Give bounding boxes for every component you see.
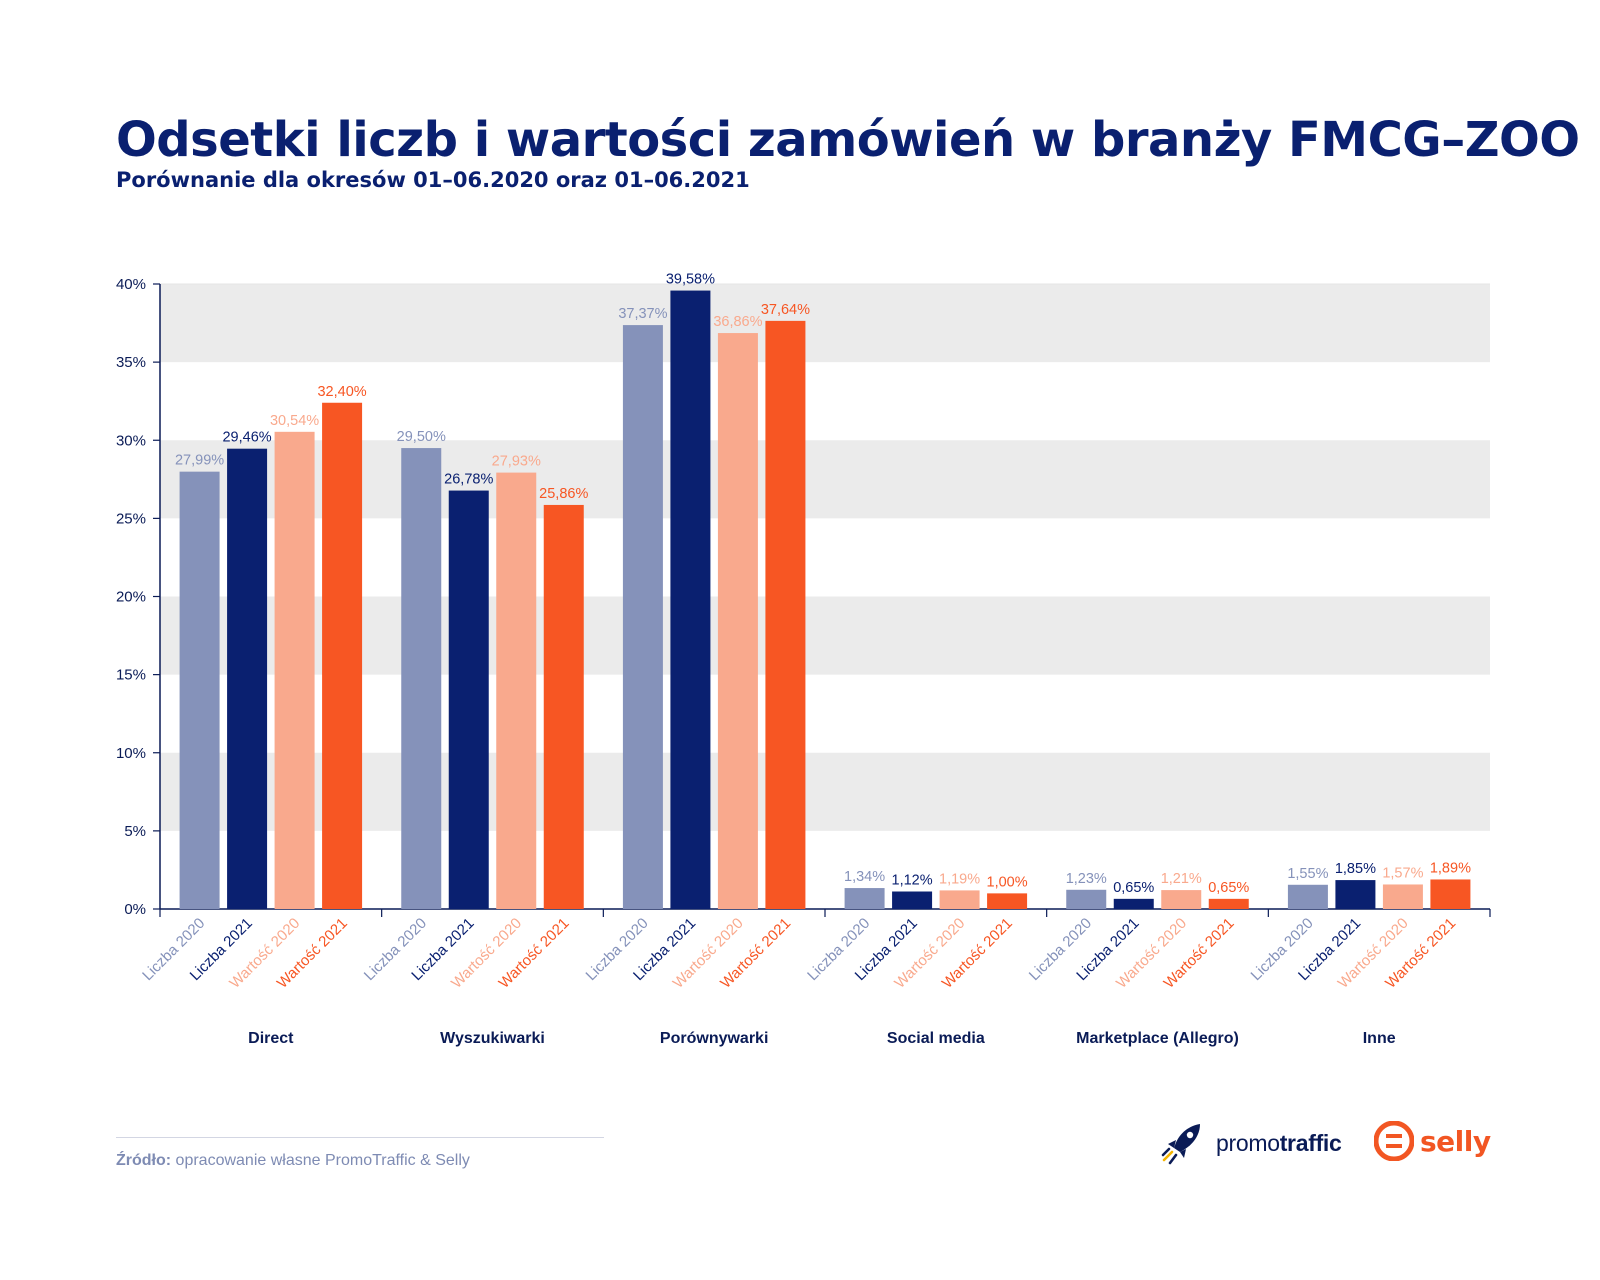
bar-value-label: 37,64% bbox=[761, 302, 810, 318]
bar-value-label: 25,86% bbox=[539, 486, 588, 502]
y-tick-label: 10% bbox=[116, 745, 146, 762]
bar-value-label: 1,34% bbox=[844, 869, 885, 885]
bar-value-label: 37,37% bbox=[618, 306, 667, 322]
bar bbox=[543, 504, 584, 909]
x-category-label: Social media bbox=[887, 1030, 985, 1047]
bar-value-label: 32,40% bbox=[317, 384, 366, 400]
bar bbox=[1382, 884, 1423, 909]
bar bbox=[448, 490, 489, 909]
x-category-label: Direct bbox=[248, 1030, 294, 1047]
y-tick-label: 35% bbox=[116, 354, 146, 371]
selly-badge-icon bbox=[1374, 1121, 1414, 1161]
bar bbox=[227, 448, 268, 909]
bar-value-label: 27,99% bbox=[175, 453, 224, 469]
bar-value-label: 1,23% bbox=[1066, 871, 1107, 887]
bar bbox=[496, 472, 537, 909]
bar-value-label: 30,54% bbox=[270, 413, 319, 429]
promotraffic-wordmark: promotraffic bbox=[1216, 1130, 1342, 1157]
y-tick-label: 40% bbox=[116, 276, 146, 293]
grid-band bbox=[160, 284, 1490, 363]
bar bbox=[717, 333, 758, 909]
rocket-icon bbox=[1161, 1124, 1200, 1165]
source-text: opracowanie własne PromoTraffic & Selly bbox=[171, 1152, 470, 1169]
y-tick-label: 0% bbox=[124, 901, 146, 918]
y-tick-label: 15% bbox=[116, 667, 146, 684]
promotraffic-logo: promotraffic bbox=[1160, 1120, 1342, 1166]
bar bbox=[670, 290, 711, 909]
bar-value-label: 27,93% bbox=[492, 454, 541, 470]
bar bbox=[1208, 898, 1249, 909]
bar bbox=[1335, 880, 1376, 909]
source-label: Źródło: bbox=[116, 1152, 172, 1169]
x-category-label: Inne bbox=[1363, 1030, 1396, 1047]
y-tick-label: 30% bbox=[116, 432, 146, 449]
x-category-label: Marketplace (Allegro) bbox=[1076, 1030, 1239, 1047]
bar bbox=[765, 320, 806, 909]
y-tick-label: 5% bbox=[124, 823, 146, 840]
selly-wordmark: selly bbox=[1420, 1124, 1491, 1158]
bar-value-label: 0,65% bbox=[1208, 880, 1249, 896]
selly-logo: selly bbox=[1374, 1121, 1491, 1161]
bar bbox=[844, 888, 885, 909]
bar-value-label: 29,46% bbox=[222, 430, 271, 446]
bar-value-label: 1,12% bbox=[892, 873, 933, 889]
bar-value-label: 0,65% bbox=[1113, 880, 1154, 896]
grid-band bbox=[160, 752, 1490, 831]
bar-value-label: 39,58% bbox=[666, 272, 715, 288]
bar bbox=[1430, 879, 1471, 909]
bar bbox=[1066, 889, 1107, 909]
bar bbox=[1113, 898, 1154, 909]
x-category-label: Wyszukiwarki bbox=[440, 1030, 545, 1047]
bar bbox=[1161, 890, 1202, 909]
bar-value-label: 1,19% bbox=[939, 871, 980, 887]
bar-value-label: 36,86% bbox=[713, 314, 762, 330]
bar bbox=[401, 448, 442, 909]
source-note: Źródło: opracowanie własne PromoTraffic … bbox=[116, 1152, 470, 1170]
bar bbox=[1287, 884, 1328, 909]
chart-subtitle: Porównanie dla okresów 01–06.2020 oraz 0… bbox=[116, 168, 750, 192]
bar-value-label: 1,00% bbox=[987, 874, 1028, 890]
bar bbox=[179, 471, 220, 909]
bar-value-label: 29,50% bbox=[397, 429, 446, 445]
bar bbox=[987, 893, 1028, 909]
bar-value-label: 26,78% bbox=[444, 472, 493, 488]
promotraffic-word-traffic: traffic bbox=[1279, 1129, 1342, 1156]
grid-band bbox=[160, 440, 1490, 519]
bar bbox=[322, 402, 363, 909]
bar bbox=[892, 891, 933, 909]
y-tick-label: 20% bbox=[116, 589, 146, 606]
bar-value-label: 1,85% bbox=[1335, 861, 1376, 877]
bar-value-label: 1,55% bbox=[1287, 866, 1328, 882]
bar bbox=[939, 890, 980, 909]
bar-chart: 0%5%10%15%20%25%30%35%40%27,99%Liczba 20… bbox=[116, 272, 1491, 1047]
bar-value-label: 1,21% bbox=[1161, 871, 1202, 887]
bar-value-label: 1,89% bbox=[1430, 860, 1471, 876]
bar bbox=[622, 325, 663, 909]
footer-divider bbox=[116, 1137, 604, 1138]
bar bbox=[274, 431, 315, 909]
grid-band bbox=[160, 596, 1490, 675]
y-tick-label: 25% bbox=[116, 510, 146, 527]
x-category-label: Porównywarki bbox=[660, 1030, 768, 1047]
bar-value-label: 1,57% bbox=[1382, 865, 1423, 881]
chart-title: Odsetki liczb i wartości zamówień w bran… bbox=[116, 112, 1580, 168]
promotraffic-word-promo: promo bbox=[1216, 1129, 1280, 1156]
